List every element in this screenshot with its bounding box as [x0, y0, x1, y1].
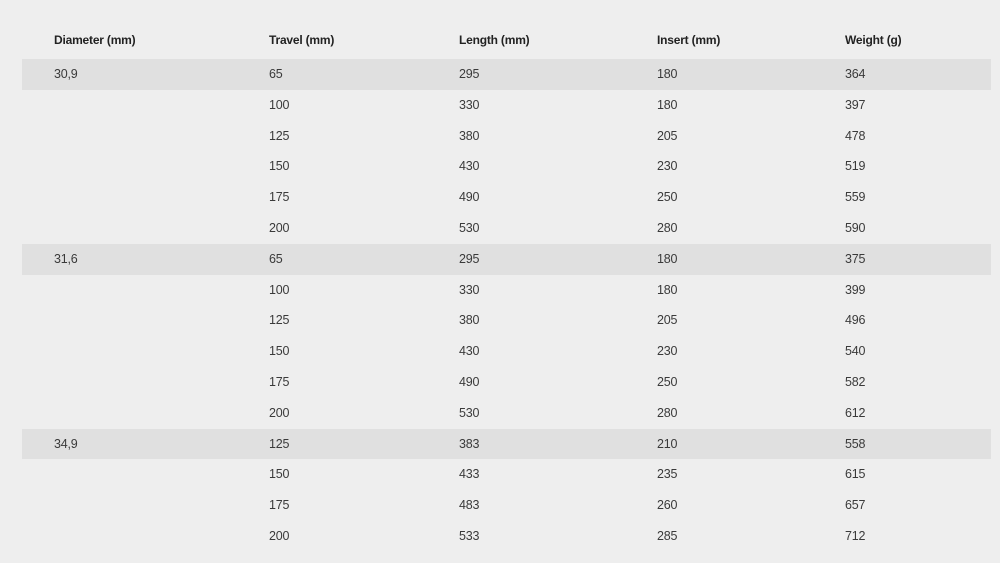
cell-weight: 559 [845, 190, 866, 205]
cell-insert: 250 [657, 374, 678, 389]
header-travel: Travel (mm) [269, 33, 335, 47]
cell-travel: 100 [269, 97, 290, 112]
table-row: 30,9 65 295 180 364 [22, 59, 991, 90]
header-diameter: Diameter (mm) [54, 33, 136, 47]
cell-travel: 100 [269, 282, 290, 297]
cell-insert: 280 [657, 220, 678, 235]
table-row: 200 533 285 712 [22, 521, 991, 552]
cell-weight: 478 [845, 128, 866, 143]
cell-length: 330 [459, 282, 480, 297]
cell-weight: 615 [845, 467, 866, 482]
table-row: 150 430 230 540 [22, 336, 991, 367]
cell-length: 295 [459, 67, 480, 81]
cell-travel: 175 [269, 190, 290, 205]
table-row: 34,9 125 383 210 558 [22, 428, 991, 460]
cell-diameter: 31,6 [54, 251, 78, 266]
cell-length: 490 [459, 190, 480, 205]
cell-travel: 200 [269, 528, 290, 543]
cell-weight: 558 [845, 436, 866, 451]
seatpost-spec-table: Diameter (mm) Travel (mm) Length (mm) In… [22, 24, 991, 552]
table-row: 175 490 250 582 [22, 367, 991, 398]
table-row: 31,6 65 295 180 375 [22, 243, 991, 275]
cell-travel: 200 [269, 405, 290, 420]
cell-weight: 540 [845, 344, 866, 359]
table-row: 150 430 230 519 [22, 151, 991, 182]
cell-travel: 125 [269, 128, 290, 143]
header-weight: Weight (g) [845, 33, 902, 47]
cell-insert: 235 [657, 467, 678, 482]
cell-length: 530 [459, 220, 480, 235]
cell-travel: 125 [269, 313, 290, 328]
header-length: Length (mm) [459, 33, 530, 47]
cell-length: 530 [459, 405, 480, 420]
cell-diameter: 30,9 [54, 67, 78, 81]
cell-weight: 712 [845, 528, 866, 543]
cell-insert: 180 [657, 282, 678, 297]
cell-weight: 375 [845, 251, 866, 266]
cell-insert: 230 [657, 159, 678, 174]
cell-travel: 65 [269, 251, 283, 266]
cell-weight: 519 [845, 159, 866, 174]
cell-insert: 230 [657, 344, 678, 359]
cell-insert: 180 [657, 67, 678, 81]
cell-weight: 399 [845, 282, 866, 297]
cell-insert: 210 [657, 436, 678, 451]
table-row: 150 433 235 615 [22, 459, 991, 490]
cell-travel: 150 [269, 159, 290, 174]
cell-length: 430 [459, 344, 480, 359]
cell-insert: 280 [657, 405, 678, 420]
cell-insert: 180 [657, 251, 678, 266]
cell-insert: 285 [657, 528, 678, 543]
cell-insert: 260 [657, 498, 678, 513]
header-insert: Insert (mm) [657, 33, 721, 47]
cell-weight: 657 [845, 498, 866, 513]
cell-travel: 175 [269, 374, 290, 389]
cell-length: 533 [459, 528, 480, 543]
table-header-row: Diameter (mm) Travel (mm) Length (mm) In… [22, 24, 991, 59]
cell-weight: 397 [845, 97, 866, 112]
cell-insert: 180 [657, 97, 678, 112]
cell-weight: 582 [845, 374, 866, 389]
table-row: 200 530 280 590 [22, 213, 991, 244]
table-row: 200 530 280 612 [22, 398, 991, 429]
cell-travel: 65 [269, 67, 283, 81]
table-row: 175 483 260 657 [22, 490, 991, 521]
cell-length: 383 [459, 436, 480, 451]
table-row: 100 330 180 397 [22, 90, 991, 121]
table-row: 100 330 180 399 [22, 275, 991, 306]
cell-insert: 250 [657, 190, 678, 205]
cell-length: 380 [459, 313, 480, 328]
cell-insert: 205 [657, 128, 678, 143]
cell-length: 433 [459, 467, 480, 482]
cell-length: 330 [459, 97, 480, 112]
table-body: 30,9 65 295 180 364 100 330 180 397 125 380 205 478 1… [22, 59, 991, 552]
cell-travel: 175 [269, 498, 290, 513]
table-row: 125 380 205 496 [22, 305, 991, 336]
cell-insert: 205 [657, 313, 678, 328]
cell-weight: 612 [845, 405, 866, 420]
cell-travel: 150 [269, 467, 290, 482]
cell-length: 483 [459, 498, 480, 513]
cell-length: 430 [459, 159, 480, 174]
cell-travel: 125 [269, 436, 290, 451]
table-row: 175 490 250 559 [22, 182, 991, 213]
cell-length: 490 [459, 374, 480, 389]
cell-diameter: 34,9 [54, 436, 78, 451]
cell-weight: 364 [845, 67, 866, 81]
cell-length: 295 [459, 251, 480, 266]
cell-length: 380 [459, 128, 480, 143]
cell-weight: 590 [845, 220, 866, 235]
cell-travel: 200 [269, 220, 290, 235]
cell-travel: 150 [269, 344, 290, 359]
cell-weight: 496 [845, 313, 866, 328]
table-row: 125 380 205 478 [22, 121, 991, 152]
